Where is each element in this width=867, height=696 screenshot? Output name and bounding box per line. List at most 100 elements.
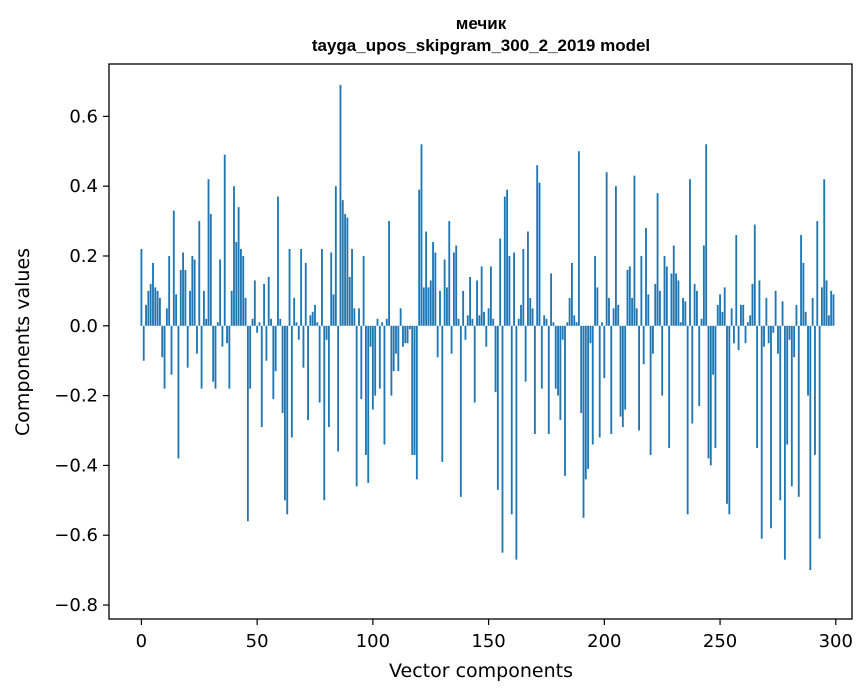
bar [466, 315, 469, 326]
bar [362, 255, 365, 326]
bar [758, 280, 761, 326]
bar [321, 249, 323, 326]
bar [457, 318, 460, 326]
bar [832, 294, 835, 326]
bar [163, 325, 166, 389]
bar [795, 304, 798, 326]
bar [332, 294, 335, 326]
bar [446, 287, 448, 326]
bar [714, 325, 717, 448]
bar [649, 325, 652, 455]
x-tick-label: 100 [356, 631, 390, 652]
bar [476, 280, 478, 326]
bar [441, 325, 444, 462]
bar [168, 255, 171, 326]
bar [719, 294, 721, 326]
bar [571, 262, 573, 326]
bar [695, 290, 698, 326]
bar [760, 325, 763, 539]
bar [351, 249, 353, 326]
bar [584, 325, 587, 480]
bar [545, 318, 548, 326]
bar [413, 325, 416, 455]
bar [300, 249, 303, 326]
bar [786, 325, 789, 445]
bar [330, 252, 333, 326]
x-tick-label: 200 [587, 631, 621, 652]
bar [628, 266, 631, 326]
bar [265, 325, 268, 361]
bar [749, 315, 752, 326]
bar [492, 318, 495, 326]
bar [668, 325, 671, 448]
bar [779, 325, 782, 501]
bar [693, 283, 696, 326]
bar [205, 318, 208, 326]
bar [378, 325, 381, 389]
bar [557, 325, 559, 396]
bar [450, 325, 453, 354]
bar [346, 217, 349, 326]
bar [626, 269, 629, 326]
bar [522, 249, 525, 326]
bar [820, 287, 823, 326]
bar [605, 172, 608, 326]
bar [684, 301, 687, 326]
bar [496, 325, 499, 490]
bar [418, 189, 421, 326]
bar [388, 221, 390, 326]
bar [172, 210, 175, 326]
bar [679, 322, 682, 326]
bar [360, 325, 363, 400]
bar [230, 290, 233, 326]
bar [432, 242, 434, 326]
chart-title: мечик [456, 14, 507, 33]
bar [807, 325, 809, 396]
bar [818, 325, 821, 539]
x-tick-label: 50 [246, 631, 269, 652]
bar [603, 325, 606, 379]
bar [334, 186, 337, 326]
bar [226, 325, 228, 344]
bar [686, 325, 689, 515]
bar [240, 249, 242, 326]
bar [473, 325, 476, 403]
bar [751, 283, 754, 326]
bar [804, 311, 807, 326]
bar [390, 325, 393, 396]
bar [515, 325, 518, 560]
bar [175, 294, 178, 326]
bar [235, 242, 238, 326]
bar [212, 325, 215, 382]
bar [816, 221, 819, 326]
x-tick-label: 250 [703, 631, 737, 652]
bar [156, 290, 159, 326]
bar [471, 318, 474, 326]
bar [311, 311, 314, 326]
bar [689, 179, 691, 326]
bar [552, 322, 555, 326]
bar [642, 325, 645, 365]
bar [478, 315, 481, 326]
bar [290, 325, 293, 438]
y-tick-label: 0.6 [69, 106, 98, 127]
bar [436, 325, 439, 358]
bar [395, 325, 397, 354]
bar [702, 245, 705, 326]
bar [830, 290, 833, 326]
bar [540, 325, 543, 389]
bar [501, 325, 504, 553]
bar [538, 182, 541, 326]
bar [573, 315, 576, 326]
bar [147, 290, 150, 326]
bar [527, 231, 529, 326]
x-tick-label: 150 [471, 631, 505, 652]
bar [244, 297, 247, 326]
bar [675, 273, 678, 326]
bar [809, 325, 812, 571]
bar [314, 304, 316, 326]
bar [517, 318, 520, 326]
bar [286, 325, 289, 515]
bar [582, 325, 585, 518]
bar [397, 325, 400, 372]
